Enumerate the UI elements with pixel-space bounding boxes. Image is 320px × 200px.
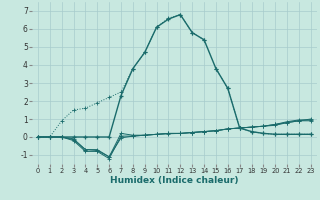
X-axis label: Humidex (Indice chaleur): Humidex (Indice chaleur): [110, 176, 239, 185]
